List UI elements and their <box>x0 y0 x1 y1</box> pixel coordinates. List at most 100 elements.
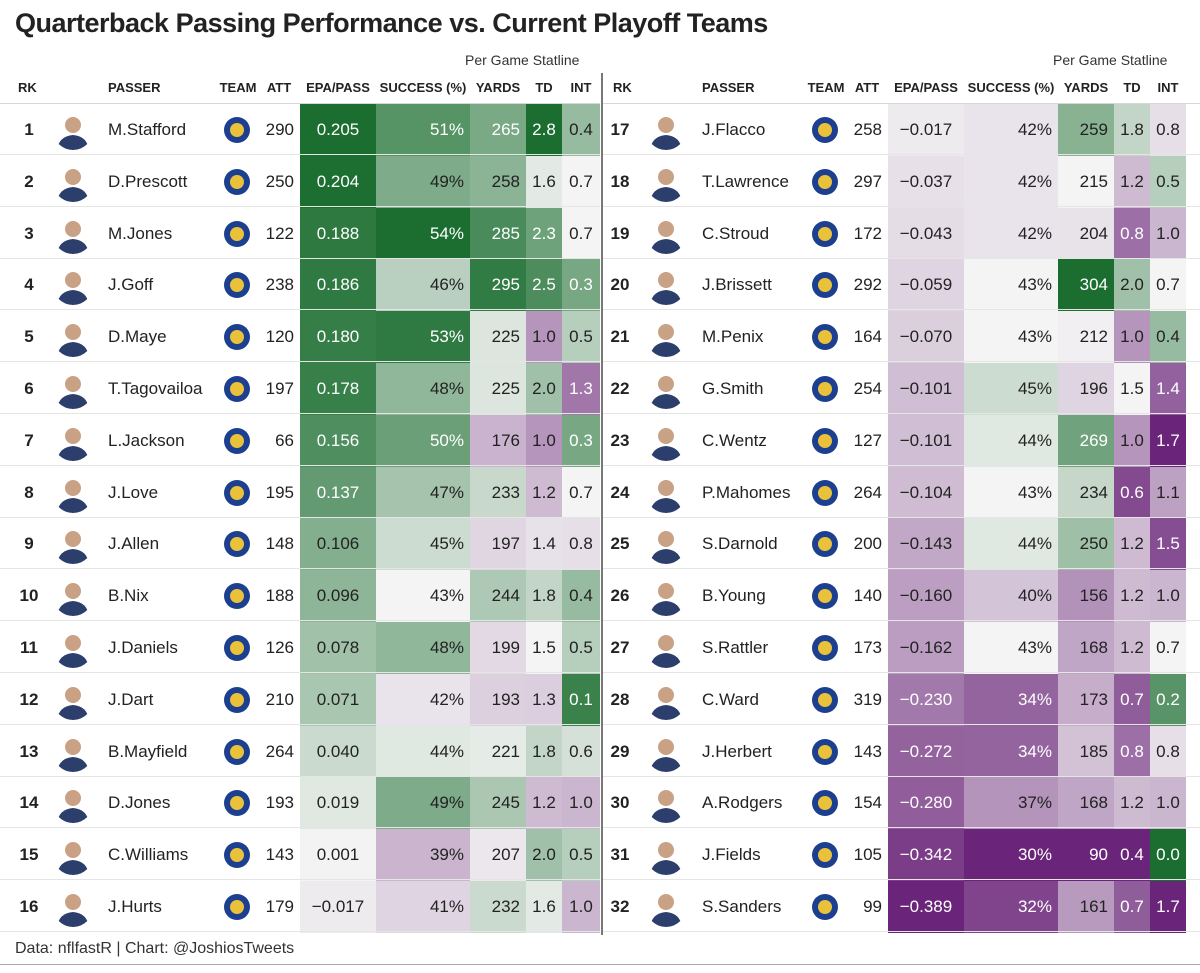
team-logo-icon <box>224 738 250 765</box>
cell-yards: 285 <box>470 207 526 260</box>
cell-success: 46% <box>376 259 470 312</box>
cell-epa: −0.230 <box>888 673 964 726</box>
table-row: 30 A.Rodgers 154 −0.280 37% 168 1.2 1.0 <box>603 777 1200 830</box>
cell-att: 148 <box>265 534 294 554</box>
cell-epa: −0.272 <box>888 725 964 778</box>
table-row: 11 J.Daniels 126 0.078 48% 199 1.5 0.5 <box>0 622 600 674</box>
cell-epa: −0.342 <box>888 829 964 882</box>
cell-success: 45% <box>376 518 470 571</box>
table-row: 6 T.Tagovailoa 197 0.178 48% 225 2.0 1.3 <box>0 363 600 415</box>
cell-yards: 244 <box>470 570 526 623</box>
table-row: 19 C.Stroud 172 −0.043 42% 204 0.8 1.0 <box>603 207 1200 260</box>
cell-yards: 168 <box>1058 622 1114 674</box>
column-header-int: INT <box>1157 80 1179 95</box>
table-row: 1 M.Stafford 290 0.205 51% 265 2.8 0.4 <box>0 104 600 156</box>
column-header-td: TD <box>535 80 553 95</box>
row-rule <box>603 516 1200 518</box>
cell-att: 292 <box>853 275 882 295</box>
team-logo-icon <box>224 479 250 506</box>
row-rule <box>0 257 600 259</box>
table-row: 20 J.Brissett 292 −0.059 43% 304 2.0 0.7 <box>603 259 1200 312</box>
player-headshot-icon <box>53 679 93 720</box>
cell-yards: 156 <box>1058 570 1114 623</box>
row-rule <box>603 931 1200 932</box>
row-rule <box>0 568 600 570</box>
cell-int: 0.7 <box>1150 622 1186 674</box>
row-rule <box>0 620 600 622</box>
row-rule <box>603 672 1200 673</box>
cell-passer: G.Smith <box>702 379 764 398</box>
cell-rk: 7 <box>24 430 34 450</box>
cell-success: 49% <box>376 155 470 208</box>
column-header-att: ATT <box>266 80 292 95</box>
team-logo-icon <box>812 842 838 869</box>
player-headshot-icon <box>53 369 93 409</box>
cell-passer: S.Rattler <box>702 638 769 657</box>
column-header-success: SUCCESS (%) <box>967 80 1055 95</box>
cell-td: 0.8 <box>1114 725 1150 778</box>
cell-passer: C.Ward <box>702 689 759 709</box>
cell-yards: 269 <box>1058 414 1114 467</box>
cell-epa: −0.280 <box>888 777 964 830</box>
cell-att: 297 <box>853 171 882 191</box>
cell-att: 66 <box>275 430 294 450</box>
cell-success: 30% <box>964 829 1058 882</box>
table-row: 15 C.Williams 143 0.001 39% 207 2.0 0.5 <box>0 829 600 882</box>
player-headshot-icon <box>53 576 93 617</box>
cell-att: 200 <box>853 534 882 554</box>
cell-yards: 265 <box>470 104 526 156</box>
cell-td: 1.0 <box>1114 414 1150 467</box>
cell-epa: 0.078 <box>300 622 376 674</box>
cell-epa: −0.101 <box>888 414 964 467</box>
cell-rk: 25 <box>610 534 630 554</box>
cell-success: 34% <box>964 673 1058 726</box>
table-row: 21 M.Penix 164 −0.070 43% 212 1.0 0.4 <box>603 311 1200 364</box>
cell-rk: 2 <box>24 171 34 191</box>
cell-epa: 0.019 <box>300 777 376 830</box>
cell-epa: −0.043 <box>888 207 964 260</box>
cell-yards: 185 <box>1058 725 1114 778</box>
cell-att: 264 <box>853 482 882 502</box>
table-row: 28 C.Ward 319 −0.230 34% 173 0.7 0.2 <box>603 673 1200 726</box>
column-header-epa: EPA/PASS <box>894 80 958 95</box>
team-logo-icon <box>812 686 838 713</box>
table-row: 16 J.Hurts 179 −0.017 41% 232 1.6 1.0 <box>0 881 600 933</box>
table-row: 32 S.Sanders 99 −0.389 32% 161 0.7 1.7 <box>603 881 1200 933</box>
cell-int: 0.4 <box>1150 311 1186 364</box>
cell-passer: D.Maye <box>108 327 167 347</box>
cell-int: 0.4 <box>562 570 600 623</box>
cell-passer: T.Tagovailoa <box>108 379 203 398</box>
cell-yards: 233 <box>470 466 526 519</box>
cell-passer: B.Nix <box>108 586 149 606</box>
cell-rk: 29 <box>610 741 630 761</box>
cell-int: 0.4 <box>562 104 600 156</box>
cell-rk: 3 <box>24 223 34 243</box>
player-headshot-icon <box>53 628 93 668</box>
row-rule <box>603 257 1200 259</box>
player-headshot-icon <box>53 161 93 202</box>
cell-rk: 17 <box>610 120 630 139</box>
cell-passer: M.Stafford <box>108 120 187 139</box>
cell-epa: 0.205 <box>300 104 376 156</box>
player-headshot-icon <box>53 265 93 306</box>
cell-success: 42% <box>964 207 1058 260</box>
team-logo-icon <box>224 686 250 713</box>
cell-int: 0.8 <box>562 518 600 571</box>
cell-att: 172 <box>853 223 882 243</box>
row-rule <box>603 568 1200 570</box>
cell-success: 44% <box>964 518 1058 571</box>
cell-att: 250 <box>265 171 294 191</box>
cell-epa: 0.188 <box>300 207 376 260</box>
cell-att: 126 <box>265 638 294 657</box>
cell-att: 164 <box>853 327 882 347</box>
cell-att: 193 <box>265 793 294 813</box>
cell-int: 1.4 <box>1150 363 1186 415</box>
cell-int: 0.2 <box>1150 673 1186 726</box>
cell-td: 0.7 <box>1114 881 1150 933</box>
cell-td: 0.6 <box>1114 466 1150 519</box>
cell-success: 42% <box>376 673 470 726</box>
cell-rk: 14 <box>19 793 39 813</box>
cell-success: 48% <box>376 363 470 415</box>
cell-td: 1.4 <box>526 518 562 571</box>
cell-passer: J.Allen <box>108 534 160 554</box>
